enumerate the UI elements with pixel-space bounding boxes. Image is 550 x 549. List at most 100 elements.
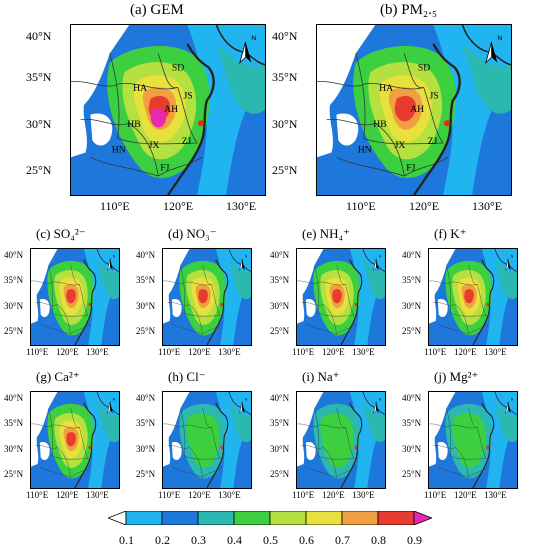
map-field: N [297,392,385,488]
province-boundary [109,53,120,139]
field-layer [320,412,354,468]
colorbar-segment [413,511,432,525]
field-layer [305,441,316,461]
province-boundary [317,81,366,87]
province-label: HA [133,83,147,94]
province-boundary [403,53,424,89]
north-label: N [497,35,502,42]
province-boundary [211,284,221,316]
field-layer [97,402,119,443]
lon-label: 130°E [352,347,375,357]
province-boundary [48,407,53,457]
lon-label: 120°E [56,347,79,357]
lon-label: 110°E [26,347,49,357]
province-boundary [468,264,478,285]
lat-label: 30°N [136,444,156,454]
province-boundary [365,83,424,90]
site-marker [486,302,490,307]
province-boundary [184,455,221,460]
field-layer [437,441,448,461]
lat-label: 40°N [272,29,298,43]
colorbar-segment [341,511,379,525]
province-boundary [477,427,487,459]
coastline [74,402,97,488]
lon-label: 120°E [454,490,477,500]
lon-label: 110°E [26,490,49,500]
province-boundary [450,281,478,286]
lon-label: 130°E [484,490,507,500]
province-boundary [355,53,366,139]
lon-label: 110°E [158,490,181,500]
province-label: FJ [406,163,415,174]
colorbar-tick-label: 0.2 [155,533,170,547]
lon-label: 130°E [218,490,241,500]
map-field: N [31,249,119,345]
province-boundary [189,304,203,335]
lat-label: 25°N [4,326,24,336]
province-boundary [468,407,478,428]
lon-label: 120°E [409,199,440,213]
lon-label: 130°E [86,490,109,500]
map-field: N [163,249,251,345]
province-boundary [202,407,212,428]
province-boundary [163,280,186,284]
north-arrow-icon: N [239,254,248,272]
field-layer [437,298,448,318]
province-boundary [477,284,487,316]
province-boundary [171,323,203,335]
province-boundary [374,122,405,177]
province-boundary [128,122,159,177]
province-boundary [318,281,346,286]
lon-label: 120°E [163,199,194,213]
field-layer [363,259,385,300]
province-boundary [446,264,451,314]
field-layer [66,432,76,447]
lat-label: 30°N [270,444,290,454]
province-label: ZJ [428,136,438,147]
province-boundary [184,312,221,317]
coastline [461,25,511,66]
province-boundary [318,312,355,317]
field-layer [163,413,171,467]
map-field: N [31,392,119,488]
coastline [206,259,229,345]
lon-label: 110°E [292,347,315,357]
province-boundary [363,137,444,145]
colorbar-tick-label: 0.9 [407,533,422,547]
colorbar-segment [161,511,199,525]
province-boundary [158,156,203,177]
map-e: N [296,248,386,346]
field-layer [71,62,87,158]
north-label: N [379,254,382,258]
lon-label: 120°E [322,347,345,357]
lon-label: 130°E [86,347,109,357]
province-boundary [305,466,337,478]
province-boundary [301,445,324,449]
lat-label: 25°N [26,163,52,177]
province-boundary [336,407,346,428]
coastline [472,259,495,345]
panel-title-b: (b) PM₂.₅ [380,2,438,18]
field-layer [297,270,305,324]
map-g: N [30,391,120,489]
province-boundary [318,455,355,460]
province-label: ZJ [182,136,192,147]
province-boundary [429,280,452,284]
north-arrow-icon: N [505,397,514,415]
coastline [167,43,215,195]
lat-label: 30°N [402,444,422,454]
north-label: N [251,35,256,42]
province-boundary [345,284,355,316]
site-marker [220,302,224,307]
lon-label: 120°E [454,347,477,357]
province-label: HA [379,83,393,94]
province-boundary [171,466,203,478]
lat-label: 35°N [402,418,422,428]
lat-label: 30°N [136,301,156,311]
lat-label: 25°N [270,469,290,479]
panel-title-d: (d) NO₃⁻ [168,226,217,241]
lon-label: 120°E [56,490,79,500]
province-boundary [314,407,319,457]
field-layer [452,412,486,468]
province-boundary [163,423,186,427]
